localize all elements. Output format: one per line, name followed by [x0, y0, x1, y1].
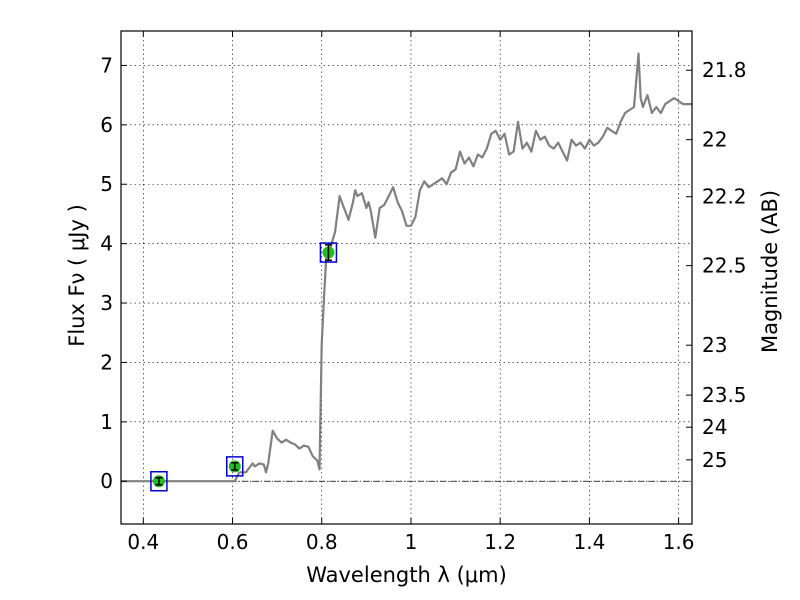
photometry-point	[319, 242, 338, 263]
photometry-point	[150, 470, 168, 492]
y-tick-label: 0	[100, 469, 113, 493]
plot-frame	[120, 30, 693, 525]
photometry-points	[150, 242, 338, 492]
right-tick-label: 21.8	[702, 58, 747, 82]
x-tick-label: 0.8	[306, 530, 338, 554]
right-tick-label: 22.5	[702, 254, 747, 278]
spectrum-line	[121, 52, 692, 483]
right-tick-label: 24	[702, 415, 727, 439]
y-tick-label: 7	[100, 53, 113, 77]
x-tick-label: 1	[405, 530, 418, 554]
y-axis-title: Flux Fν ( μJy )	[65, 204, 89, 347]
y-tick-label: 1	[100, 410, 113, 434]
right-tick-label: 22	[702, 128, 727, 152]
y-tick-label: 2	[100, 350, 113, 374]
right-tick-label: 22.2	[702, 185, 747, 209]
right-tick-label: 23.5	[702, 383, 747, 407]
x-tick-label: 1.2	[484, 530, 516, 554]
x-tick-label: 1.6	[663, 530, 695, 554]
y-tick-label: 3	[100, 291, 113, 315]
y-tick-label: 4	[100, 232, 113, 256]
right-axis-title: Magnitude (AB)	[758, 190, 782, 353]
x-tick-label: 1.4	[573, 530, 605, 554]
x-tick-label: 0.6	[217, 530, 249, 554]
photometry-box	[226, 456, 244, 477]
photometry-point	[226, 456, 244, 477]
spectrum-series	[121, 52, 692, 483]
grid	[121, 31, 692, 524]
photometry-box	[319, 242, 338, 263]
y-tick-label: 5	[100, 172, 113, 196]
right-tick-label: 25	[702, 448, 727, 472]
photometry-box	[150, 470, 168, 492]
y-tick-label: 6	[100, 113, 113, 137]
right-tick-label: 23	[702, 333, 727, 357]
x-axis-title: Wavelength λ (μm)	[306, 563, 507, 587]
x-tick-label: 0.4	[127, 530, 159, 554]
